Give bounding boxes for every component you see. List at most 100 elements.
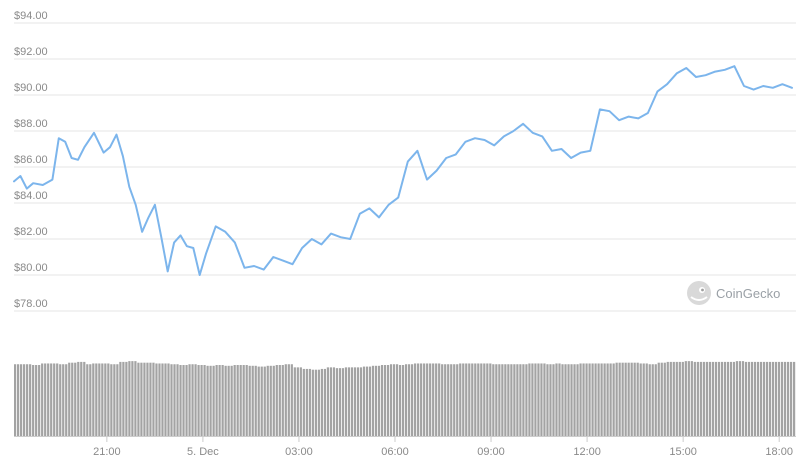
volume-bar [711, 361, 714, 436]
y-axis-tick-labels: $94.00 $92.00 $90.00 $88.00 $86.00 $84.00 $82.… [14, 10, 48, 310]
volume-bar [68, 362, 71, 436]
volume-bar [362, 366, 366, 436]
volume-bar [552, 364, 555, 436]
volume-bar [74, 362, 77, 436]
volume-bar [417, 363, 420, 436]
volume-bar [71, 362, 74, 436]
volume-bar [290, 364, 293, 436]
volume-bar [242, 365, 245, 436]
volume-bar [56, 363, 59, 436]
volume-bar [723, 361, 727, 436]
volume-bar [489, 363, 492, 436]
y-tick-label: $78.00 [14, 298, 48, 310]
volume-bar [435, 363, 438, 436]
volume-bar [32, 365, 35, 436]
volume-bar [350, 367, 354, 436]
volume-bar [504, 364, 507, 436]
volume-bar [182, 365, 185, 436]
volume-bar [131, 361, 134, 436]
volume-bar [53, 363, 56, 436]
volume-bar [630, 362, 633, 436]
gecko-logo-icon [687, 281, 711, 305]
volume-bar [714, 361, 717, 436]
volume-bar [287, 364, 290, 436]
volume-bar [468, 363, 471, 436]
volume-bar [389, 364, 393, 436]
volume-bar [272, 365, 275, 436]
volume-bar [720, 361, 724, 436]
volume-bar [35, 365, 38, 436]
volume-bar [786, 361, 790, 436]
volume-bar [38, 365, 41, 436]
volume-bar [567, 364, 570, 436]
volume-bar [311, 369, 314, 436]
volume-bar [576, 364, 579, 436]
volume-bar [579, 363, 582, 436]
volume-bar [726, 361, 730, 436]
volume-bar [305, 368, 308, 436]
volume-bar [341, 368, 345, 436]
volume-bar [609, 363, 612, 436]
volume-bar [696, 361, 699, 436]
volume-bar [462, 363, 465, 436]
volume-bar [257, 366, 260, 436]
volume-bar [624, 362, 627, 436]
volume-bar [47, 363, 50, 436]
volume-bar [465, 363, 468, 436]
volume-bar [401, 365, 405, 436]
volume-bar [314, 369, 317, 436]
volume-bar [585, 363, 588, 436]
volume-bar [732, 361, 736, 436]
volume-bar [98, 363, 101, 436]
volume-bar [329, 367, 333, 436]
y-tick-label: $92.00 [14, 46, 48, 58]
volume-bar [753, 361, 757, 436]
volume-bar [594, 363, 597, 436]
volume-bar [483, 363, 486, 436]
volume-bar [62, 364, 65, 436]
volume-bar [137, 362, 140, 436]
volume-bar [510, 364, 513, 436]
volume-bar [708, 361, 711, 436]
volume-bar [134, 361, 137, 436]
volume-bar [477, 363, 480, 436]
volume-bar [546, 364, 549, 436]
volume-bar [179, 365, 182, 436]
volume-bar [347, 367, 351, 436]
volume-bar [669, 361, 672, 436]
volume-bar [480, 363, 483, 436]
volume-bar [338, 368, 342, 436]
volume-bar [741, 361, 745, 436]
volume-bar [332, 367, 336, 436]
volume-bar [296, 367, 299, 436]
volume-bar [537, 363, 540, 436]
volume-bars [14, 361, 796, 437]
price-line [13, 65, 793, 276]
volume-bar [777, 361, 781, 436]
volume-bar [663, 362, 666, 436]
x-tick-label: 15:00 [669, 446, 697, 458]
volume-bar [92, 363, 95, 436]
volume-bar [119, 361, 122, 436]
volume-bar [266, 365, 269, 436]
volume-bar [308, 368, 311, 436]
volume-bar [618, 362, 621, 436]
volume-bar [104, 363, 107, 436]
volume-bar [597, 363, 600, 436]
volume-bar [26, 364, 29, 436]
volume-bar [197, 365, 200, 436]
volume-bar [209, 365, 212, 436]
volume-bar [50, 363, 53, 436]
volume-bar [152, 362, 155, 436]
volume-bar [380, 365, 384, 436]
volume-bar [260, 366, 263, 436]
volume-bar [77, 361, 80, 436]
volume-bar [702, 361, 705, 436]
volume-bar [717, 361, 721, 436]
volume-bar [453, 364, 456, 436]
volume-bar [447, 364, 450, 436]
volume-bar [654, 364, 657, 436]
volume-bar [176, 364, 179, 436]
volume-bar [116, 364, 119, 436]
volume-bar [672, 361, 675, 436]
